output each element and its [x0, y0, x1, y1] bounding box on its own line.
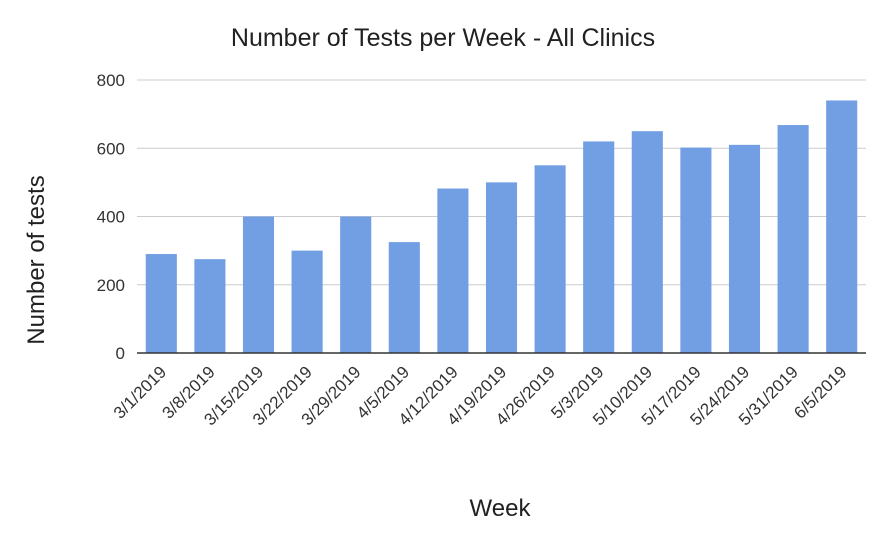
y-tick-label: 0	[116, 344, 125, 363]
bar	[145, 254, 177, 353]
bar	[680, 147, 712, 353]
bar	[485, 182, 518, 353]
bar	[583, 141, 615, 353]
bar	[534, 165, 566, 353]
bar	[388, 242, 420, 353]
y-tick-label: 400	[97, 208, 125, 227]
y-tick-label: 200	[97, 276, 125, 295]
bar	[242, 216, 275, 353]
x-axis-ticks: 3/1/20193/8/20193/15/20193/22/20193/29/2…	[110, 362, 851, 429]
bar	[631, 131, 663, 353]
bar	[194, 259, 226, 353]
bar	[826, 100, 858, 353]
x-tick-label: 6/5/2019	[790, 362, 850, 422]
x-tick-label: 3/1/2019	[110, 362, 170, 422]
y-tick-label: 800	[97, 71, 125, 90]
x-axis-title: Week	[470, 495, 532, 522]
bars	[145, 100, 858, 353]
bar	[291, 250, 323, 353]
chart-title: Number of Tests per Week - All Clinics	[231, 24, 655, 52]
y-axis-ticks: 0 200 400 600 800	[97, 71, 125, 363]
y-tick-label: 600	[97, 139, 125, 158]
bar	[340, 216, 372, 353]
bar	[728, 144, 761, 353]
bar	[777, 125, 809, 353]
y-axis-title: Number of tests	[23, 175, 50, 344]
bar	[437, 188, 469, 353]
